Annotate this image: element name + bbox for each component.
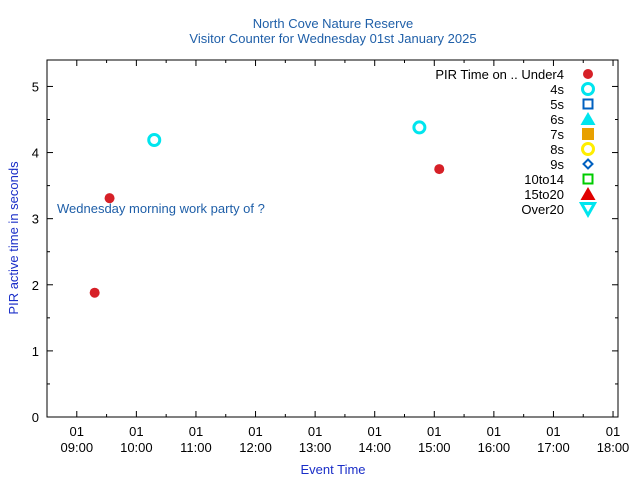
y-tick-label: 0 <box>32 410 39 425</box>
chart-title: North Cove Nature Reserve <box>253 16 413 31</box>
x-tick-label: 01 11:00 <box>180 424 212 455</box>
data-point-under4 <box>434 164 445 175</box>
y-axis: 0 1 2 3 4 5 <box>32 79 618 425</box>
y-tick-label: 4 <box>32 146 39 161</box>
data-points <box>89 120 445 298</box>
x-tick-label: 01 18:00 <box>597 424 630 455</box>
legend-marker-9s <box>582 158 594 170</box>
x-tick-label: 01 14:00 <box>358 424 391 455</box>
x-axis-label: Event Time <box>300 462 365 477</box>
x-tick-label: 01 15:00 <box>418 424 451 455</box>
y-tick-label: 2 <box>32 278 39 293</box>
x-tick-label: 01 13:00 <box>299 424 332 455</box>
legend-marker-over20 <box>578 202 598 219</box>
legend-label-15to20: 15to20 <box>524 187 564 202</box>
y-axis-label: PIR active time in seconds <box>6 161 21 315</box>
chart-subtitle: Visitor Counter for Wednesday 01st Janua… <box>189 31 476 46</box>
data-point-4s <box>412 120 427 135</box>
x-tick-label: 01 17:00 <box>537 424 570 455</box>
legend-marker-6s <box>580 112 596 125</box>
legend-label-6s: 6s <box>550 112 564 127</box>
legend-label-10to14: 10to14 <box>524 172 564 187</box>
legend-label-8s: 8s <box>550 142 564 157</box>
legend-label-5s: 5s <box>550 97 564 112</box>
legend-label-4s: 4s <box>550 82 564 97</box>
legend-marker-5s <box>582 98 594 110</box>
legend-marker-15to20 <box>580 187 596 200</box>
x-tick-label: 01 10:00 <box>120 424 153 455</box>
legend-marker-7s <box>582 128 594 140</box>
data-point-4s <box>147 132 162 147</box>
y-tick-label: 3 <box>32 212 39 227</box>
y-tick-label: 5 <box>32 79 39 94</box>
plot-frame <box>46 59 619 418</box>
legend-label-under4: PIR Time on .. Under4 <box>435 67 564 82</box>
x-axis: 01 09:00 01 10:00 01 11:00 01 12:00 01 13:00 01 14:… <box>46 60 630 455</box>
legend-marker-under4 <box>583 69 593 79</box>
legend: PIR Time on .. Under44s5s6s7s8s9s10to141… <box>435 67 598 219</box>
legend-label-9s: 9s <box>550 157 564 172</box>
x-tick-label: 01 16:00 <box>478 424 511 455</box>
data-point-under4 <box>89 287 100 298</box>
data-point-under4 <box>104 193 115 204</box>
legend-label-7s: 7s <box>550 127 564 142</box>
x-tick-label: 01 12:00 <box>239 424 272 455</box>
legend-marker-10to14 <box>582 173 594 185</box>
y-tick-label: 1 <box>32 344 39 359</box>
annotation-work-party: Wednesday morning work party of ? <box>57 201 265 216</box>
legend-marker-8s <box>581 142 595 156</box>
legend-marker-4s <box>581 82 595 96</box>
x-tick-label: 01 09:00 <box>61 424 94 455</box>
legend-label-over20: Over20 <box>521 202 564 217</box>
